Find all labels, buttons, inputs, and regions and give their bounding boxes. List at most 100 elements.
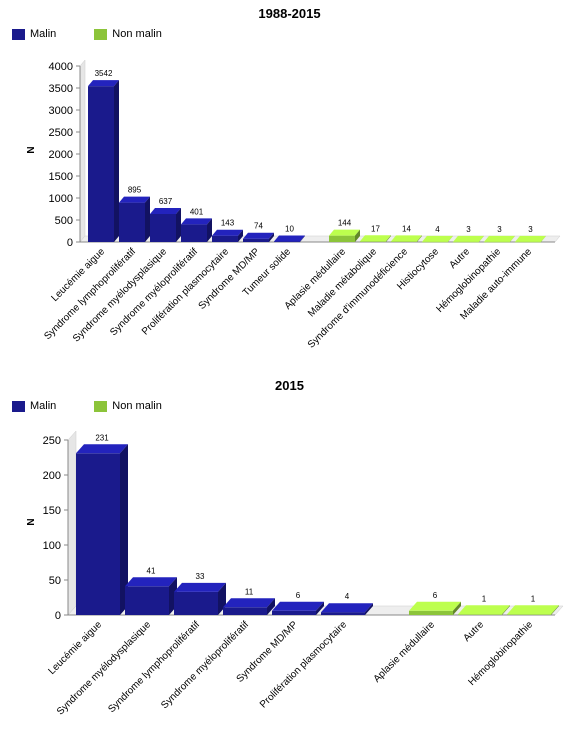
bar-top <box>321 603 373 613</box>
bar-top <box>453 235 484 242</box>
data-label: 143 <box>221 219 235 228</box>
x-tick-label: Syndrome myéloprolifératif <box>159 619 251 711</box>
bar <box>453 241 479 243</box>
bar <box>507 614 551 615</box>
bar <box>76 453 120 615</box>
y-tick-label: 150 <box>43 505 61 517</box>
x-tick-label: Autre <box>447 246 472 271</box>
bar-top <box>274 235 305 242</box>
bar-side <box>120 444 128 615</box>
bar <box>212 235 238 242</box>
bar-top <box>507 605 559 615</box>
legend-label-malin: Malin <box>30 400 57 412</box>
x-tick-label: Autre <box>461 619 486 644</box>
bar-top <box>150 207 181 214</box>
y-tick-label: 3000 <box>49 105 73 117</box>
chart-plot: 0 500 1000 1500 2000 2500 3000 3500 4000 N 3542 Leu… <box>26 59 561 351</box>
bar-top <box>119 196 150 203</box>
chart-title: 2015 <box>275 378 304 393</box>
bar-side <box>269 232 274 242</box>
legend-label-malin: Malin <box>30 28 57 40</box>
data-label: 41 <box>147 566 156 575</box>
bar <box>409 610 453 615</box>
y-tick-label: 200 <box>43 470 61 482</box>
bar <box>360 241 386 242</box>
bar-side <box>551 605 559 615</box>
bar <box>391 241 417 242</box>
legend-swatch-non-malin <box>94 28 108 40</box>
side-wall <box>67 430 77 616</box>
bar-side <box>365 603 373 615</box>
y-tick-label: 3500 <box>49 83 73 95</box>
bar-top <box>223 598 275 608</box>
y-tick-label: 1500 <box>49 171 73 183</box>
data-label: 3 <box>497 225 502 234</box>
bar-side <box>448 235 453 242</box>
data-label: 33 <box>196 572 205 581</box>
x-tick-label: Leucémie aigue <box>49 246 107 304</box>
data-label: 6 <box>433 591 438 600</box>
bar <box>515 241 541 243</box>
data-label: 895 <box>128 186 142 195</box>
y-tick-label: 50 <box>49 575 61 587</box>
data-label: 3 <box>528 225 533 234</box>
legend-swatch-non-malin <box>94 400 108 412</box>
legend-item-malin[interactable]: Malin <box>12 28 56 40</box>
bar-side <box>114 80 119 242</box>
bar <box>119 202 145 242</box>
legend-label-non-malin: Non malin <box>112 400 162 412</box>
y-tick-label: 1000 <box>49 193 73 205</box>
data-label: 3542 <box>95 69 113 78</box>
legend-item-non-malin[interactable]: Non malin <box>94 400 162 412</box>
data-label: 74 <box>254 222 263 231</box>
bar-side <box>300 235 305 242</box>
bar-side <box>176 207 181 242</box>
bar-top <box>76 444 128 454</box>
x-tick-label: Aplasie médullaire <box>372 619 438 685</box>
data-label: 1 <box>531 594 536 603</box>
data-label: 231 <box>95 433 109 442</box>
bar-side <box>145 196 150 242</box>
chart-title: 1988-2015 <box>258 6 321 21</box>
y-tick-label: 100 <box>43 540 61 552</box>
bar-top <box>181 218 212 225</box>
x-tick-label: Prolifération plasmocytaire <box>258 619 349 710</box>
bar-side <box>355 229 360 242</box>
legend: Malin Non malin <box>12 27 200 41</box>
bar-side <box>207 218 212 242</box>
bar-top <box>174 582 226 592</box>
y-axis-label: N <box>26 518 37 525</box>
bar-side <box>453 601 461 615</box>
legend-swatch-malin <box>12 400 25 412</box>
y-tick-label: 500 <box>55 215 73 227</box>
bar <box>88 86 114 242</box>
legend: Malin Non malin <box>12 399 200 413</box>
bar <box>243 238 269 242</box>
bar-side <box>238 229 243 242</box>
x-tick-label: Syndrome lymphoprolifératif <box>106 619 202 715</box>
legend-label-non-malin: Non malin <box>112 28 162 40</box>
bar-top <box>515 235 546 242</box>
y-tick-label: 2000 <box>49 149 73 161</box>
bar <box>484 241 510 243</box>
data-label: 6 <box>296 591 301 600</box>
bar <box>321 612 365 615</box>
data-label: 1 <box>482 594 487 603</box>
bar <box>125 586 169 615</box>
bar-top <box>243 232 274 239</box>
bar-side <box>479 235 484 242</box>
bar-side <box>267 598 275 615</box>
legend-item-malin[interactable]: Malin <box>12 400 56 412</box>
data-label: 10 <box>285 225 294 234</box>
y-tick-label: 250 <box>43 435 61 447</box>
bar <box>272 610 316 615</box>
bar-side <box>510 235 515 242</box>
legend-item-non-malin[interactable]: Non malin <box>94 28 162 40</box>
data-label: 401 <box>190 207 204 216</box>
data-label: 3 <box>466 225 471 234</box>
chart-2015: 2015 Malin Non malin 0 50 100 150 200 250 N 231… <box>0 372 579 732</box>
data-label: 144 <box>338 219 352 228</box>
bar <box>458 614 502 615</box>
y-tick-label: 2500 <box>49 127 73 139</box>
